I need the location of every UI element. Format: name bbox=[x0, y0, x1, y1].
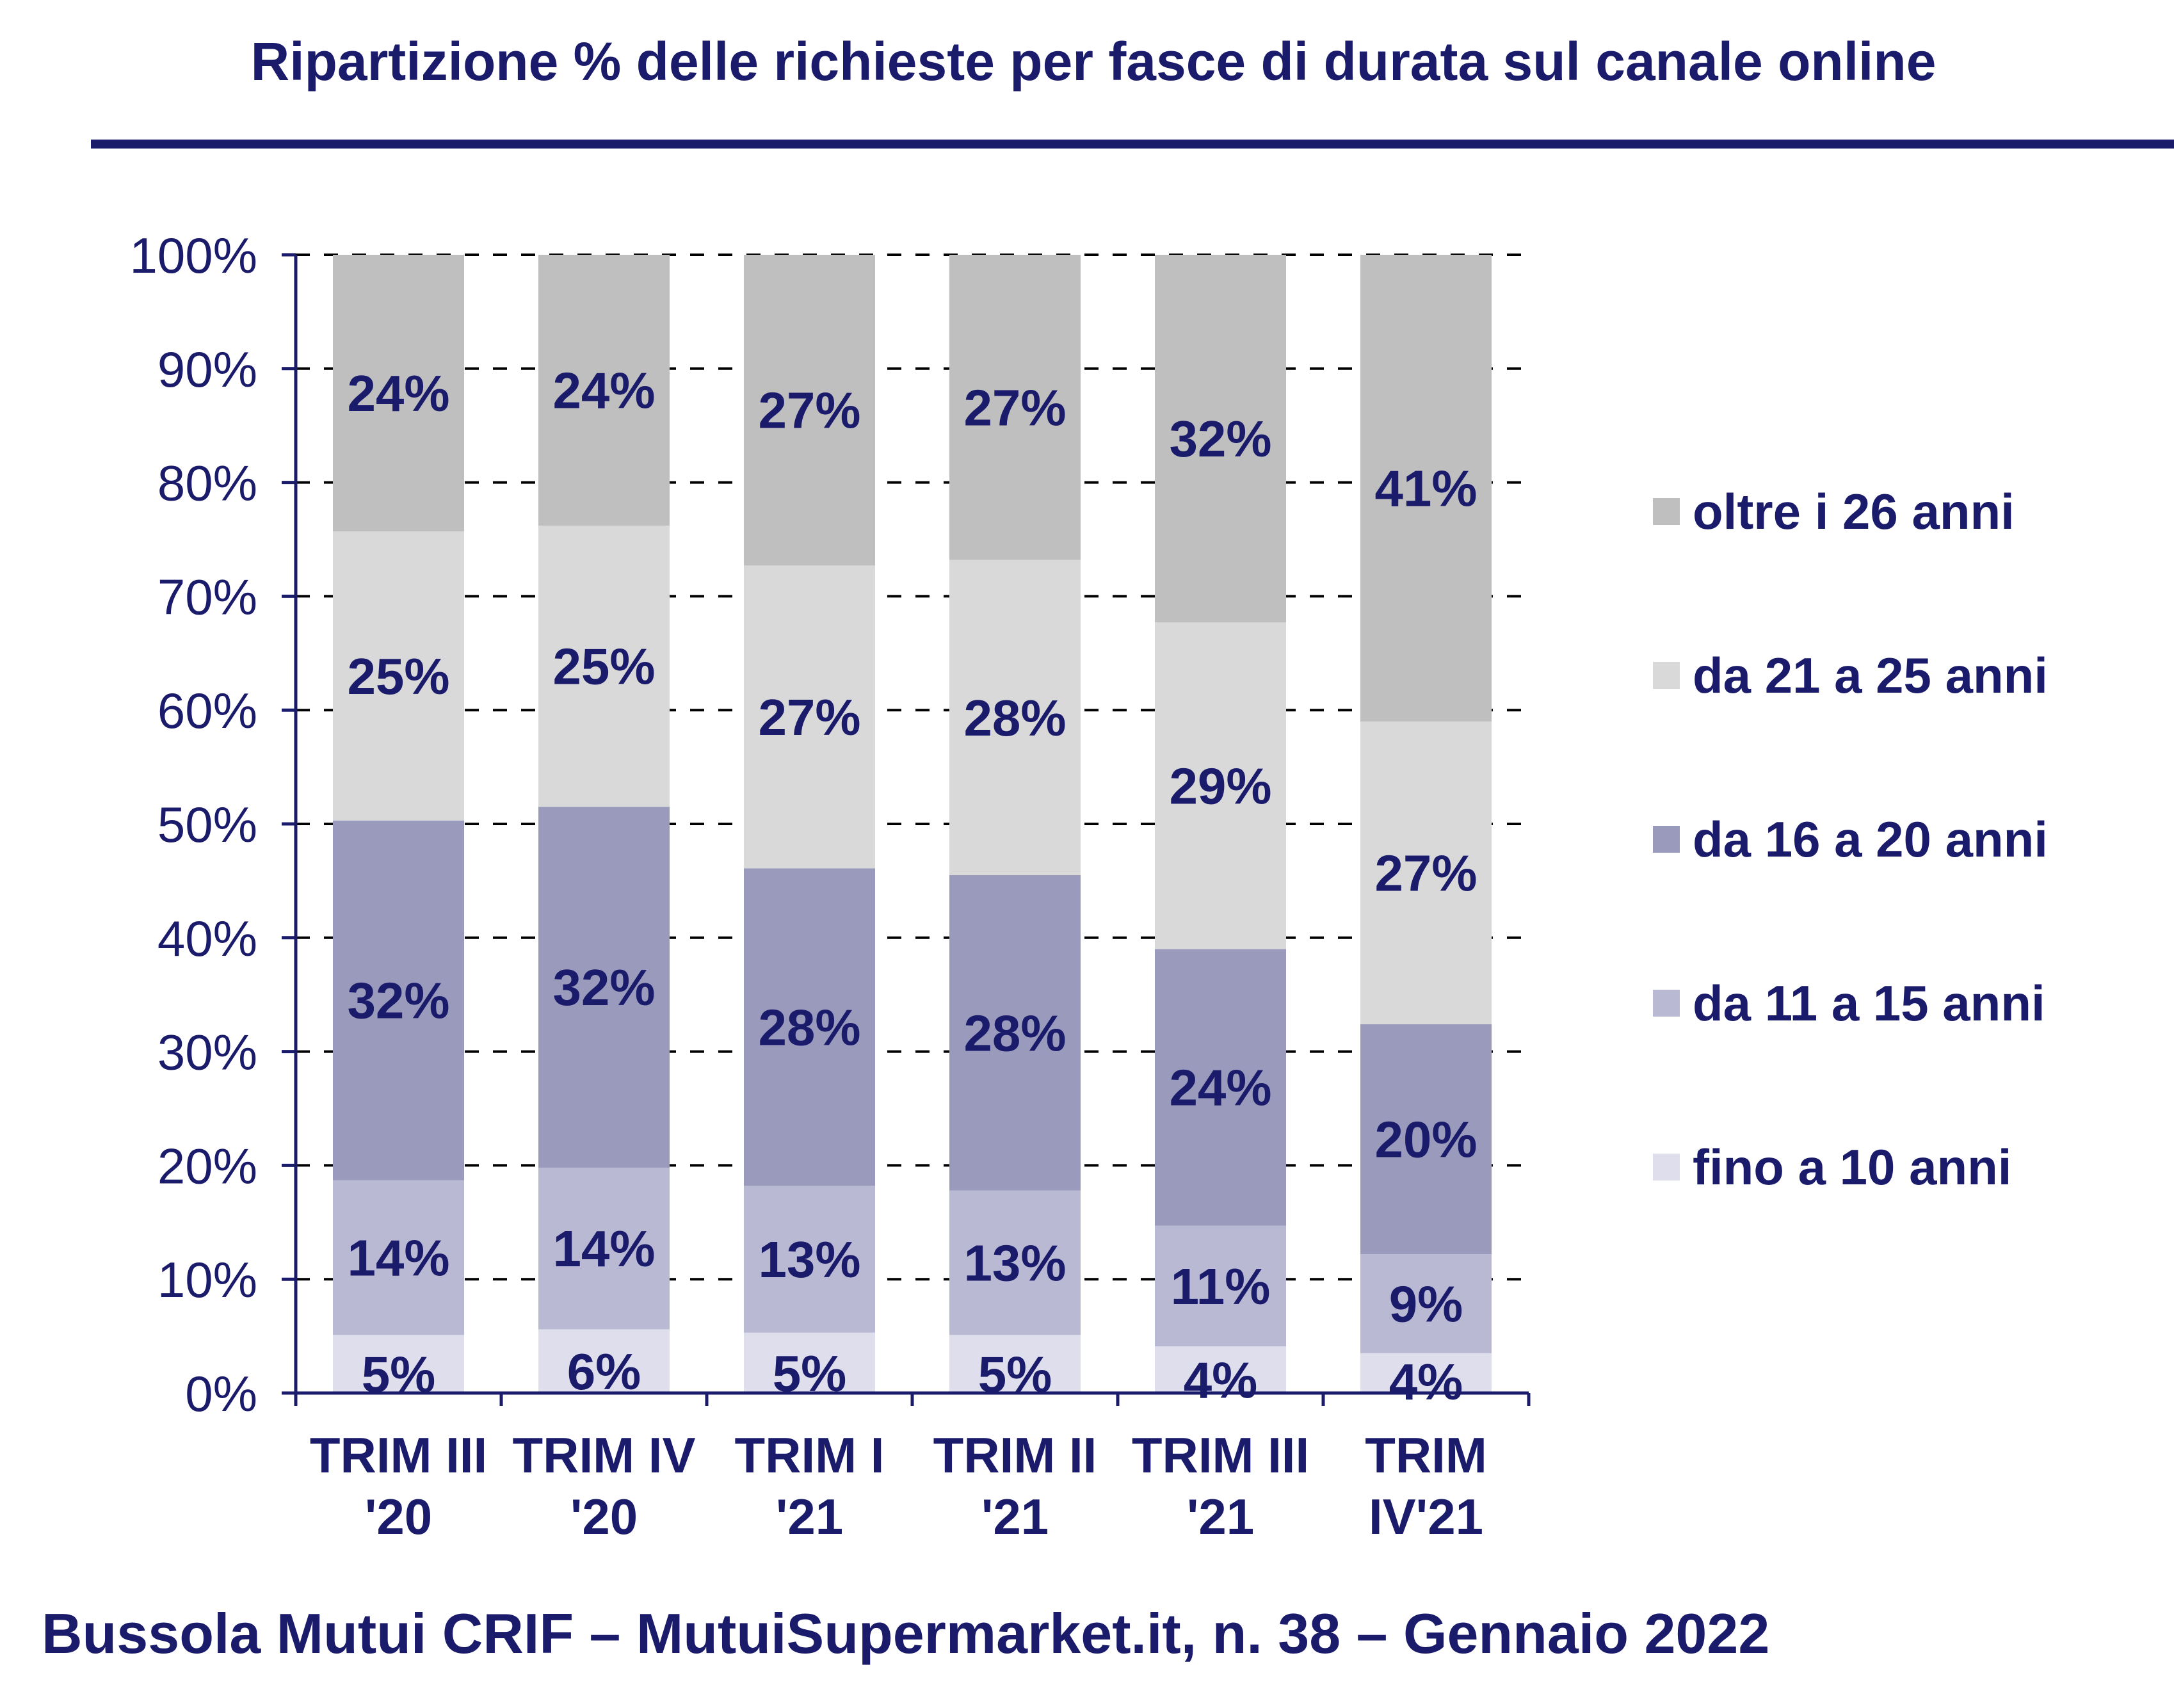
data-label: 32% bbox=[552, 959, 655, 1016]
data-label: 27% bbox=[963, 379, 1066, 436]
bar-segment bbox=[333, 820, 464, 1180]
bar-segment bbox=[538, 1167, 670, 1330]
bar-segment bbox=[949, 560, 1081, 876]
bar-segment bbox=[333, 1335, 464, 1393]
y-tick-label: 70% bbox=[157, 568, 257, 625]
bar-segment bbox=[538, 807, 670, 1168]
bar-segment bbox=[1360, 721, 1492, 1024]
bar-segment bbox=[949, 255, 1081, 560]
bar-segment bbox=[333, 1180, 464, 1335]
x-category-label: TRIM bbox=[1365, 1427, 1487, 1483]
bar-segment bbox=[1155, 1346, 1286, 1393]
bar-segment bbox=[949, 875, 1081, 1191]
data-label: 28% bbox=[758, 999, 860, 1056]
data-label: 4% bbox=[1389, 1353, 1463, 1410]
bar-segment bbox=[1155, 949, 1286, 1226]
data-label: 28% bbox=[963, 689, 1066, 746]
data-label: 5% bbox=[978, 1346, 1052, 1403]
data-label: 24% bbox=[552, 362, 655, 419]
data-label: 24% bbox=[347, 365, 449, 422]
x-category-label: '21 bbox=[981, 1488, 1049, 1545]
data-label: 14% bbox=[552, 1220, 655, 1277]
data-label: 27% bbox=[1374, 844, 1477, 901]
data-label: 13% bbox=[758, 1231, 860, 1288]
y-tick-label: 60% bbox=[157, 682, 257, 739]
data-label: 27% bbox=[758, 382, 860, 439]
plot-area: 0% 10% 20% 30% 40% 50% 60% 70% 80% 90% 100% 5% 14% 32… bbox=[130, 227, 1531, 1545]
legend-label: da 21 a 25 anni bbox=[1693, 647, 2048, 704]
data-label: 25% bbox=[552, 638, 655, 695]
bar-segment bbox=[1155, 255, 1286, 623]
data-label: 5% bbox=[773, 1345, 847, 1402]
x-category-label: '21 bbox=[776, 1488, 843, 1545]
data-label: 13% bbox=[963, 1234, 1066, 1291]
legend-label: da 16 a 20 anni bbox=[1693, 811, 2048, 867]
bar-segment bbox=[744, 255, 875, 566]
bar-segment bbox=[1360, 1024, 1492, 1255]
bar-segment bbox=[744, 868, 875, 1186]
bar-segment bbox=[538, 526, 670, 807]
legend-label: oltre i 26 anni bbox=[1693, 483, 2015, 540]
y-tick-label: 30% bbox=[157, 1024, 257, 1081]
data-label: 5% bbox=[362, 1346, 436, 1403]
x-category-label: TRIM IV bbox=[513, 1427, 696, 1483]
y-tick-label: 100% bbox=[130, 227, 258, 284]
bar-segment bbox=[1360, 1353, 1492, 1393]
chart-title: Ripartizione % delle richieste per fasce… bbox=[251, 31, 1936, 92]
legend-label: fino a 10 anni bbox=[1693, 1139, 2011, 1195]
data-label: 9% bbox=[1389, 1275, 1463, 1332]
data-label: 27% bbox=[758, 689, 860, 746]
bar-segment bbox=[333, 255, 464, 532]
data-label: 41% bbox=[1374, 460, 1477, 517]
data-label: 20% bbox=[1374, 1111, 1477, 1168]
bar-segment bbox=[1360, 255, 1492, 721]
bar-segment bbox=[1155, 1225, 1286, 1347]
legend-label: da 11 a 15 anni bbox=[1693, 975, 2045, 1031]
y-tick-label: 10% bbox=[157, 1252, 257, 1308]
data-label: 29% bbox=[1169, 757, 1271, 814]
x-category-label: '21 bbox=[1187, 1488, 1254, 1545]
x-category-label: TRIM II bbox=[933, 1427, 1097, 1483]
data-label: 14% bbox=[347, 1229, 449, 1286]
y-tick-label: 40% bbox=[157, 910, 257, 967]
x-category-label: TRIM III bbox=[1132, 1427, 1309, 1483]
bar-segment bbox=[949, 1190, 1081, 1335]
bar-segment bbox=[949, 1335, 1081, 1393]
x-category-label: '20 bbox=[365, 1488, 432, 1545]
legend-swatch bbox=[1653, 826, 1680, 853]
y-tick-label: 80% bbox=[157, 455, 257, 512]
data-label: 24% bbox=[1169, 1059, 1271, 1116]
bar-segment bbox=[538, 1329, 670, 1393]
bar-segment bbox=[744, 1332, 875, 1393]
legend-swatch bbox=[1653, 662, 1680, 689]
x-category-label: IV'21 bbox=[1369, 1488, 1483, 1545]
bar-segment bbox=[744, 565, 875, 869]
data-label: 4% bbox=[1184, 1352, 1258, 1409]
data-label: 32% bbox=[347, 972, 449, 1029]
x-category-label: TRIM III bbox=[310, 1427, 487, 1483]
legend-swatch bbox=[1653, 498, 1680, 525]
footer-source: Bussola Mutui CRIF – MutuiSupermarket.it… bbox=[42, 1602, 1769, 1665]
data-label: 28% bbox=[963, 1004, 1066, 1061]
legend: oltre i 26 anni da 21 a 25 anni da 16 a 20… bbox=[1653, 483, 2048, 1195]
legend-swatch bbox=[1653, 990, 1680, 1017]
legend-swatch bbox=[1653, 1154, 1680, 1180]
data-label: 6% bbox=[567, 1343, 641, 1400]
bar-segment bbox=[333, 531, 464, 821]
x-category-label: '20 bbox=[570, 1488, 638, 1545]
data-label: 32% bbox=[1169, 410, 1271, 467]
y-tick-label: 20% bbox=[157, 1138, 257, 1194]
data-label: 25% bbox=[347, 648, 449, 705]
bar-segment bbox=[744, 1186, 875, 1333]
bar-segment bbox=[538, 255, 670, 526]
y-tick-label: 50% bbox=[157, 796, 257, 853]
x-category-label: TRIM I bbox=[735, 1427, 885, 1483]
y-tick-label: 0% bbox=[185, 1366, 257, 1422]
y-tick-label: 90% bbox=[157, 341, 257, 398]
data-label: 11% bbox=[1171, 1258, 1271, 1315]
bar-segment bbox=[1360, 1254, 1492, 1353]
bar-segment bbox=[1155, 622, 1286, 949]
